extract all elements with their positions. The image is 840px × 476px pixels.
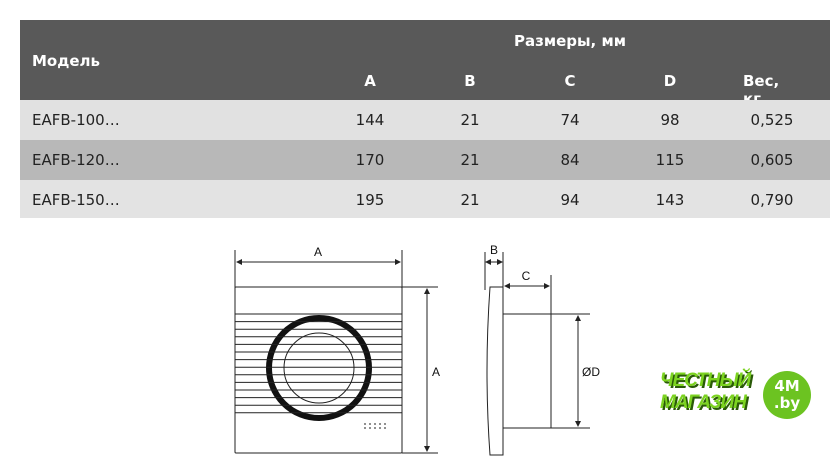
label-d: ØD	[582, 365, 600, 379]
cell-b: 21	[460, 111, 480, 129]
header-d: D	[663, 72, 677, 90]
table-row: EAFB-100… 144 21 74 98 0,525	[20, 100, 830, 140]
cell-c: 74	[560, 111, 580, 129]
header-b: B	[464, 72, 476, 90]
logo-circle-bottom: .by	[773, 394, 801, 412]
header-a: A	[364, 72, 376, 90]
store-logo[interactable]: ЧЕСТНЫЙ МАГАЗИН 4M .by	[660, 370, 811, 419]
cell-b: 21	[460, 151, 480, 169]
header-model: Модель	[32, 52, 100, 70]
header-c: C	[564, 72, 576, 90]
logo-line1: ЧЕСТНЫЙ	[660, 370, 751, 391]
label-c: C	[522, 269, 531, 283]
cell-a: 170	[355, 151, 385, 169]
cell-weight: 0,605	[750, 151, 794, 169]
cell-c: 84	[560, 151, 580, 169]
cell-weight: 0,525	[750, 111, 794, 129]
cell-model: EAFB-150…	[32, 191, 120, 209]
table-row: EAFB-120… 170 21 84 115 0,605	[20, 140, 830, 180]
cell-c: 94	[560, 191, 580, 209]
logo-circle-top: 4M	[774, 377, 800, 395]
table-row: EAFB-150… 195 21 94 143 0,790	[20, 180, 830, 218]
header-dimensions: Размеры, мм	[513, 32, 627, 50]
front-view	[234, 250, 438, 454]
cell-d: 143	[655, 191, 685, 209]
label-front-height: A	[432, 365, 440, 379]
cell-weight: 0,790	[750, 191, 794, 209]
cell-model: EAFB-120…	[32, 151, 120, 169]
label-b: B	[490, 243, 498, 257]
cell-d: 98	[660, 111, 680, 129]
side-view	[484, 252, 590, 456]
cell-a: 144	[355, 111, 385, 129]
logo-line2: МАГАЗИН	[660, 392, 747, 413]
table-header: Модель Размеры, мм A B C D Вес, кг	[20, 20, 830, 108]
cell-model: EAFB-100…	[32, 111, 120, 129]
dimensions-table: Модель Размеры, мм A B C D Вес, кг EAFB-…	[20, 20, 830, 218]
cell-d: 115	[655, 151, 685, 169]
cell-a: 195	[355, 191, 385, 209]
logo-circle: 4M .by	[763, 371, 811, 419]
label-front-width: A	[314, 245, 322, 259]
cell-b: 21	[460, 191, 480, 209]
